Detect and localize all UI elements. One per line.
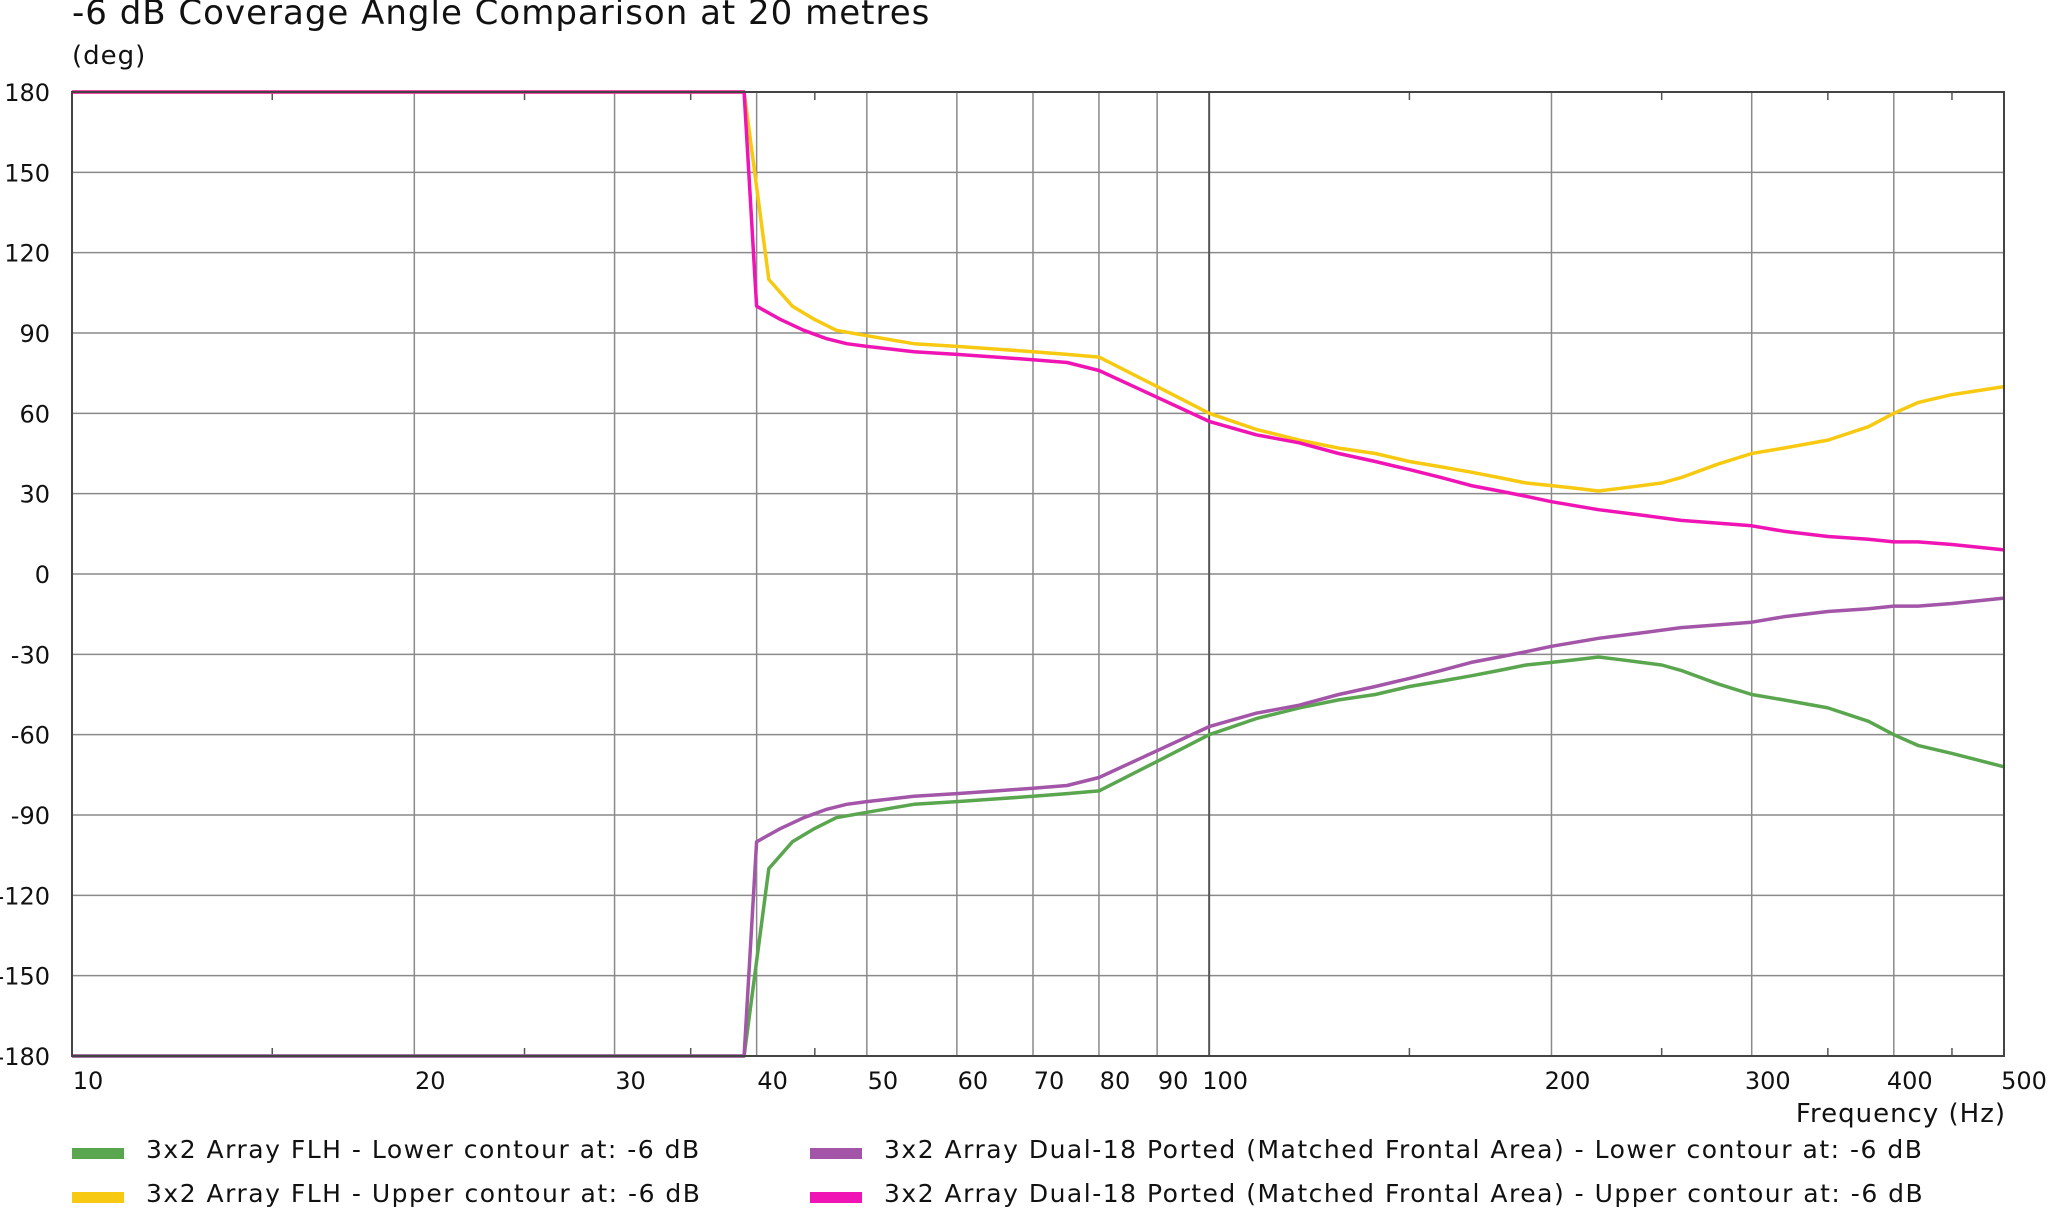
y-tick-label: -180 <box>0 1043 50 1071</box>
y-tick-label: 90 <box>19 320 50 348</box>
legend: 3x2 Array FLH - Lower contour at: -6 dB 3… <box>72 1135 1924 1208</box>
series-line-2 <box>72 90 2005 493</box>
chart-title: -6 dB Coverage Angle Comparison at 20 me… <box>72 0 930 33</box>
x-tick-label: 40 <box>757 1067 788 1095</box>
x-tick-label: 300 <box>1745 1067 1791 1095</box>
x-tick-label: 200 <box>1545 1067 1591 1095</box>
legend-label: 3x2 Array FLH - Upper contour at: -6 dB <box>146 1179 701 1208</box>
y-tick-label: 180 <box>4 79 50 107</box>
y-tick-label: -60 <box>11 722 50 750</box>
series-line-3 <box>72 596 2005 1058</box>
y-tick-label: 60 <box>19 400 50 428</box>
x-tick-label: 60 <box>958 1067 989 1095</box>
x-tick-label: 400 <box>1887 1067 1933 1095</box>
y-tick-label: -150 <box>0 963 50 991</box>
y-tick-label: -30 <box>11 641 50 669</box>
x-tick-label: 500 <box>2001 1067 2047 1095</box>
legend-swatch <box>72 1148 124 1159</box>
x-tick-label: 70 <box>1034 1067 1065 1095</box>
y-tick-label: -120 <box>0 882 50 910</box>
x-tick-label: 80 <box>1100 1067 1131 1095</box>
x-tick-label: 10 <box>73 1067 104 1095</box>
y-tick-label: 0 <box>35 561 50 589</box>
x-tick-label: 90 <box>1158 1067 1189 1095</box>
y-tick-label: 150 <box>4 159 50 187</box>
grid <box>71 91 2005 1057</box>
series-line-4 <box>72 90 2005 552</box>
y-tick-labels: 180 150 120 90 60 30 0 -30 -60 -90 -120 -150 -180 <box>0 79 50 1071</box>
x-tick-label: 20 <box>415 1067 446 1095</box>
x-tick-label: 100 <box>1202 1067 1248 1095</box>
x-tick-labels: 10 20 30 40 50 60 70 80 90 100 200 300 400 500 <box>73 1067 2047 1095</box>
x-tick-label: 30 <box>615 1067 646 1095</box>
series-line-1 <box>72 655 2005 1058</box>
y-axis-label: (deg) <box>72 41 146 71</box>
x-tick-label: 50 <box>868 1067 899 1095</box>
legend-swatch <box>810 1192 862 1203</box>
legend-swatch <box>72 1192 124 1203</box>
legend-label: 3x2 Array Dual-18 Ported (Matched Fronta… <box>884 1135 1923 1164</box>
legend-label: 3x2 Array Dual-18 Ported (Matched Fronta… <box>884 1179 1924 1208</box>
x-axis-label: Frequency (Hz) <box>1796 1099 2006 1129</box>
plot-frame <box>71 91 2005 1057</box>
y-tick-label: 120 <box>4 240 50 268</box>
legend-label: 3x2 Array FLH - Lower contour at: -6 dB <box>146 1135 701 1164</box>
y-tick-label: -90 <box>11 802 50 830</box>
y-tick-label: 30 <box>19 481 50 509</box>
series-lines <box>72 90 2005 1058</box>
legend-swatch <box>810 1148 862 1159</box>
